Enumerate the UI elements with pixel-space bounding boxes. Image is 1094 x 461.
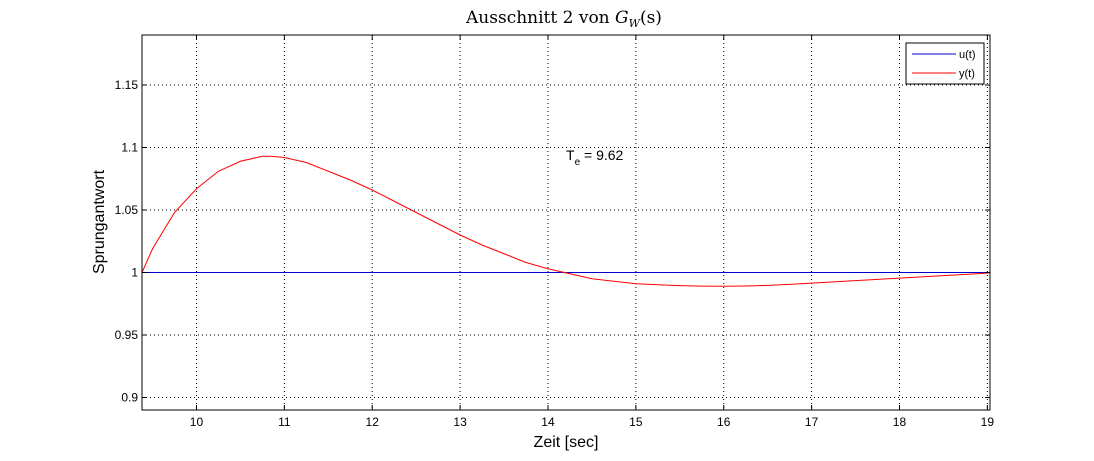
title-prefix: Ausschnitt 2 von: [465, 8, 615, 28]
x-tick-label: 15: [629, 415, 643, 429]
legend-label-y: y(t): [959, 68, 975, 80]
x-tick-label: 16: [717, 415, 731, 429]
y-tick-label: 1.05: [115, 203, 139, 217]
x-tick-label: 17: [805, 415, 819, 429]
x-tick-label: 11: [278, 415, 291, 429]
y-tick-label: 1: [131, 266, 138, 280]
chart-title: Ausschnitt 2 von GW(s): [465, 8, 662, 30]
y-axis-label: Sprungantwort: [91, 169, 108, 274]
x-tick-label: 12: [366, 415, 380, 429]
title-subscript: W: [629, 17, 642, 30]
plot-frame: [141, 34, 991, 411]
x-tick-label: 10: [190, 415, 204, 429]
y-tick-label: 1.1: [121, 141, 138, 155]
series-line-y: [141, 155, 991, 287]
x-axis-label: Zeit [sec]: [534, 434, 599, 451]
title-symbol: G: [615, 8, 629, 28]
plot-area: [142, 35, 990, 410]
legend-box: [905, 42, 985, 85]
y-tick-label: 0.9: [121, 391, 138, 405]
annotation-te-main: T: [566, 147, 575, 163]
title-suffix: (s): [640, 8, 662, 28]
grid: [142, 35, 990, 410]
annotation-te: Te = 9.62: [566, 147, 624, 168]
x-tick-label: 14: [541, 415, 555, 429]
legend-label-u: u(t): [959, 49, 976, 61]
legend: u(t) y(t): [905, 42, 985, 85]
y-tick-label: 1.15: [115, 78, 139, 92]
x-tick-label: 13: [453, 415, 467, 429]
x-tick-label: 19: [981, 415, 995, 429]
annotation-te-rest: = 9.62: [580, 147, 623, 163]
series-group: [141, 155, 991, 287]
annotation-te-sub: e: [575, 157, 581, 168]
y-tick-label: 0.95: [115, 328, 139, 342]
ticks: 10 11 12 13 14 15 16 17 18 19 0.9 0.95 1 1.05 1.1 1.15: [115, 35, 995, 429]
x-tick-label: 18: [893, 415, 907, 429]
